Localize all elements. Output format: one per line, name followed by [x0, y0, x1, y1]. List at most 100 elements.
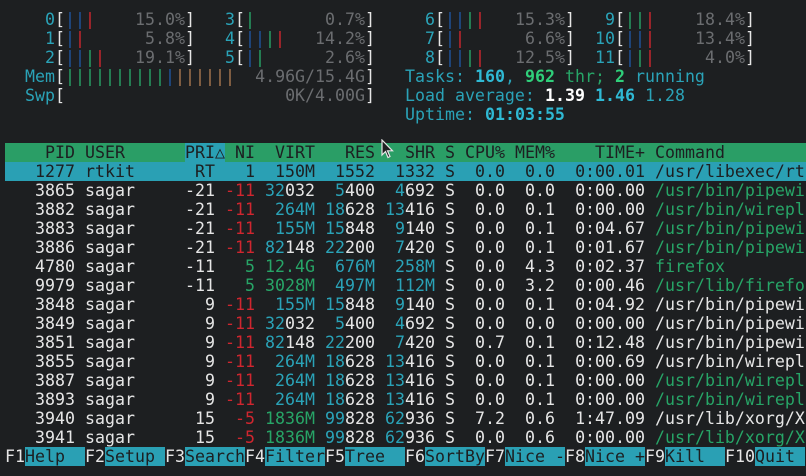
process-user[interactable]: sagar — [85, 352, 135, 371]
process-pri[interactable]: -11 — [185, 257, 215, 276]
process-mem[interactable]: 0.6 — [525, 409, 555, 428]
process-user[interactable]: rtkit — [85, 162, 135, 181]
process-shr[interactable]: 258M — [395, 257, 435, 276]
process-ni[interactable]: -5 — [235, 409, 255, 428]
column-header-command[interactable]: Command — [655, 143, 725, 162]
process-mem[interactable]: 0.1 — [525, 200, 555, 219]
process-command[interactable]: /usr/bin/wirepl — [655, 390, 805, 409]
process-res[interactable]: 18628 — [325, 352, 375, 371]
process-pid[interactable]: 4780 — [35, 257, 75, 276]
process-command[interactable]: /usr/libexec/rt — [655, 162, 805, 181]
process-command[interactable]: /usr/lib/xorg/X — [655, 409, 805, 428]
column-header-cpu[interactable]: CPU% — [465, 143, 505, 162]
process-pid[interactable]: 3893 — [35, 390, 75, 409]
footer-button-setup[interactable]: Setup — [105, 447, 165, 466]
process-mem[interactable]: 0.1 — [525, 219, 555, 238]
process-time[interactable]: 0:02.37 — [575, 257, 645, 276]
process-cpu[interactable]: 0.0 — [475, 219, 505, 238]
process-shr[interactable]: 112M — [395, 276, 435, 295]
footer-key-f5[interactable]: F5 — [325, 447, 345, 466]
process-mem[interactable]: 0.1 — [525, 333, 555, 352]
process-ni[interactable]: -11 — [225, 219, 255, 238]
footer-button-filter[interactable]: Filter — [265, 447, 325, 466]
process-virt[interactable]: 82148 — [265, 238, 315, 257]
process-shr[interactable]: 13416 — [385, 371, 435, 390]
process-virt[interactable]: 32032 — [265, 181, 315, 200]
process-virt[interactable]: 1836M — [265, 428, 315, 447]
footer-key-f6[interactable]: F6 — [405, 447, 425, 466]
process-res[interactable]: 22200 — [325, 333, 375, 352]
process-user[interactable]: sagar — [85, 428, 135, 447]
process-pri[interactable]: -11 — [185, 276, 215, 295]
process-shr[interactable]: 9140 — [395, 295, 435, 314]
process-time[interactable]: 0:00.00 — [575, 371, 645, 390]
process-pri[interactable]: -21 — [185, 181, 215, 200]
column-header-virt[interactable]: VIRT — [275, 143, 315, 162]
process-ni[interactable]: -11 — [225, 352, 255, 371]
process-time[interactable]: 0:04.92 — [575, 295, 645, 314]
footer-button-sortby[interactable]: SortBy — [425, 447, 485, 466]
process-pid[interactable]: 3887 — [35, 371, 75, 390]
process-command[interactable]: /usr/bin/pipewi — [655, 333, 805, 352]
process-command[interactable]: /usr/bin/pipewi — [655, 295, 805, 314]
process-virt[interactable]: 82148 — [265, 333, 315, 352]
footer-button-nice-[interactable]: Nice + — [585, 447, 645, 466]
process-res[interactable]: 15848 — [325, 295, 375, 314]
process-s[interactable]: S — [445, 238, 455, 257]
process-pid[interactable]: 3940 — [35, 409, 75, 428]
process-time[interactable]: 0:12.48 — [575, 333, 645, 352]
process-ni[interactable]: -11 — [225, 295, 255, 314]
process-time[interactable]: 0:00.00 — [575, 181, 645, 200]
column-header-mem[interactable]: MEM% — [515, 143, 555, 162]
process-mem[interactable]: 0.0 — [525, 162, 555, 181]
process-ni[interactable]: -11 — [225, 238, 255, 257]
footer-key-f10[interactable]: F10 — [725, 447, 755, 466]
process-res[interactable]: 22200 — [325, 238, 375, 257]
process-s[interactable]: S — [445, 371, 455, 390]
process-virt[interactable]: 155M — [275, 219, 315, 238]
process-mem[interactable]: 3.2 — [525, 276, 555, 295]
process-mem[interactable]: 0.1 — [525, 371, 555, 390]
process-ni[interactable]: -11 — [225, 333, 255, 352]
process-pid[interactable]: 3865 — [35, 181, 75, 200]
footer-key-f7[interactable]: F7 — [485, 447, 505, 466]
process-time[interactable]: 0:00.00 — [575, 390, 645, 409]
process-pri[interactable]: 9 — [205, 333, 215, 352]
process-ni[interactable]: -11 — [225, 371, 255, 390]
process-cpu[interactable]: 0.0 — [475, 238, 505, 257]
process-command[interactable]: /usr/lib/firefo — [655, 276, 805, 295]
process-time[interactable]: 0:00.00 — [575, 428, 645, 447]
process-pri[interactable]: 15 — [195, 428, 215, 447]
process-shr[interactable]: 9140 — [395, 219, 435, 238]
process-cpu[interactable]: 0.0 — [475, 390, 505, 409]
process-command[interactable]: /usr/bin/wirepl — [655, 371, 805, 390]
process-pid[interactable]: 3886 — [35, 238, 75, 257]
footer-key-f9[interactable]: F9 — [645, 447, 665, 466]
process-command[interactable]: firefox — [655, 257, 725, 276]
process-s[interactable]: S — [445, 162, 455, 181]
process-ni[interactable]: -11 — [225, 390, 255, 409]
process-res[interactable]: 18628 — [325, 371, 375, 390]
process-pid[interactable]: 3851 — [35, 333, 75, 352]
process-command[interactable]: /usr/bin/pipewi — [655, 314, 805, 333]
process-user[interactable]: sagar — [85, 200, 135, 219]
process-pid[interactable]: 3848 — [35, 295, 75, 314]
process-res[interactable]: 99828 — [325, 409, 375, 428]
process-cpu[interactable]: 0.0 — [475, 352, 505, 371]
process-mem[interactable]: 0.0 — [525, 181, 555, 200]
process-res[interactable]: 5400 — [335, 314, 375, 333]
process-user[interactable]: sagar — [85, 276, 135, 295]
process-pid[interactable]: 3855 — [35, 352, 75, 371]
process-shr[interactable]: 4692 — [395, 181, 435, 200]
column-header-user[interactable]: USER — [85, 143, 125, 162]
process-user[interactable]: sagar — [85, 257, 135, 276]
process-virt[interactable]: 32032 — [265, 314, 315, 333]
process-cpu[interactable]: 7.2 — [475, 409, 505, 428]
process-s[interactable]: S — [445, 352, 455, 371]
process-cpu[interactable]: 0.7 — [475, 333, 505, 352]
process-shr[interactable]: 7420 — [395, 333, 435, 352]
process-pri[interactable]: 9 — [205, 390, 215, 409]
process-mem[interactable]: 0.0 — [525, 314, 555, 333]
process-cpu[interactable]: 0.0 — [475, 295, 505, 314]
process-pid[interactable]: 9979 — [35, 276, 75, 295]
